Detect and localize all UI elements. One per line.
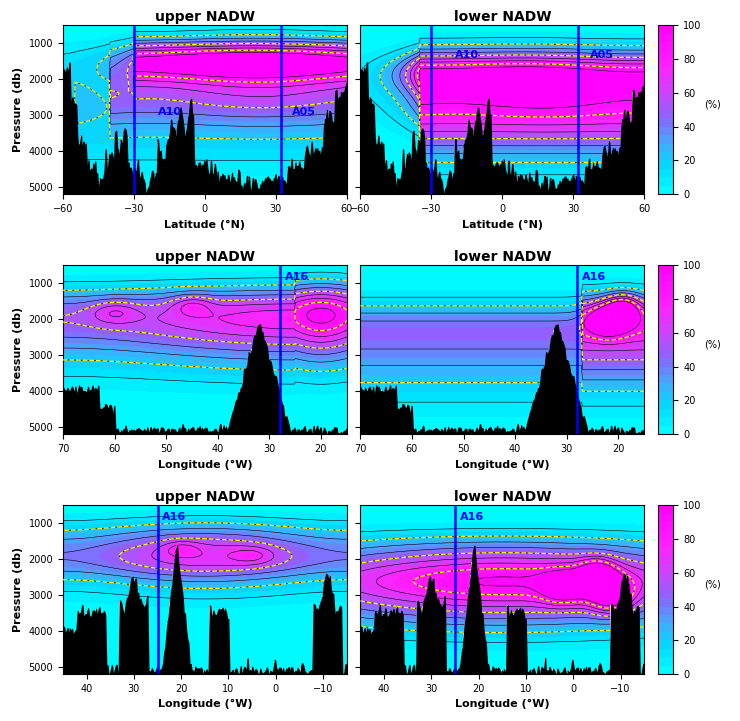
- Title: upper NADW: upper NADW: [155, 10, 255, 24]
- Text: A10: A10: [158, 107, 181, 117]
- Text: A05: A05: [292, 107, 316, 117]
- Title: upper NADW: upper NADW: [155, 490, 255, 504]
- Title: lower NADW: lower NADW: [454, 250, 551, 264]
- Y-axis label: (%): (%): [704, 580, 721, 590]
- Title: upper NADW: upper NADW: [155, 250, 255, 264]
- X-axis label: Longitude (°W): Longitude (°W): [158, 459, 252, 469]
- X-axis label: Latitude (°N): Latitude (°N): [164, 219, 246, 229]
- X-axis label: Longitude (°W): Longitude (°W): [158, 699, 252, 709]
- Text: A16: A16: [460, 511, 484, 521]
- Y-axis label: (%): (%): [704, 99, 721, 110]
- X-axis label: Longitude (°W): Longitude (°W): [455, 699, 550, 709]
- Text: A16: A16: [285, 272, 309, 282]
- Y-axis label: (%): (%): [704, 340, 721, 350]
- Y-axis label: Pressure (db): Pressure (db): [13, 547, 23, 632]
- Text: A16: A16: [162, 511, 186, 521]
- Title: lower NADW: lower NADW: [454, 10, 551, 24]
- Text: A05: A05: [590, 50, 613, 60]
- X-axis label: Latitude (°N): Latitude (°N): [462, 219, 542, 229]
- Y-axis label: Pressure (db): Pressure (db): [13, 67, 23, 152]
- Text: A16: A16: [582, 272, 607, 282]
- X-axis label: Longitude (°W): Longitude (°W): [455, 459, 550, 469]
- Text: A10: A10: [455, 50, 479, 60]
- Title: lower NADW: lower NADW: [454, 490, 551, 504]
- Y-axis label: Pressure (db): Pressure (db): [13, 307, 23, 392]
